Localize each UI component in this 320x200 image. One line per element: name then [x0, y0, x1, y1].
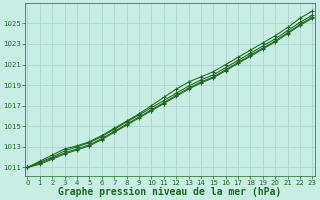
X-axis label: Graphe pression niveau de la mer (hPa): Graphe pression niveau de la mer (hPa)	[58, 187, 282, 197]
